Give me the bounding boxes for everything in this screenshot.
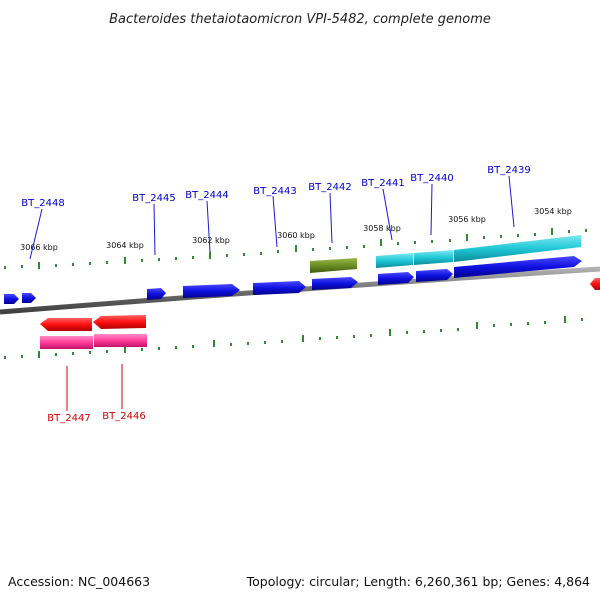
gene-label-bt2440[interactable]: BT_2440: [410, 173, 453, 184]
gene-feature-bt2445[interactable]: [147, 288, 166, 300]
forward-leader-lines: [29, 175, 515, 260]
forward-tick-ring: [4, 228, 587, 269]
reverse-tick-ring: [4, 316, 583, 359]
gene-label-bt2446[interactable]: BT_2446: [102, 411, 145, 422]
accession-text: Accession: NC_004663: [8, 574, 151, 589]
forward-rna-features: [310, 235, 581, 273]
gene-feature-bt2446-rna[interactable]: [94, 334, 147, 347]
genome-summary-text: Topology: circular; Length: 6,260,361 bp…: [246, 574, 590, 589]
gene-label-bt2448[interactable]: BT_2448: [21, 198, 64, 209]
reverse-cds-features: [40, 315, 146, 331]
reverse-leader-lines: [66, 364, 123, 411]
gene-label-bt2445[interactable]: BT_2445: [132, 193, 175, 204]
reverse-gene-labels: BT_2447 BT_2446: [47, 411, 145, 424]
gene-feature-bt2441[interactable]: [378, 272, 414, 285]
kbp-label-3060: 3060 kbp: [277, 231, 315, 240]
gene-label-bt2447[interactable]: BT_2447: [47, 413, 90, 424]
gene-feature-bt2440-rna[interactable]: [414, 250, 453, 265]
gene-feature-bt2442-rna[interactable]: [310, 258, 357, 273]
gene-label-bt2443[interactable]: BT_2443: [253, 186, 296, 197]
gene-feature-bt2447-rna[interactable]: [40, 336, 93, 349]
kbp-labels: 3066 kbp 3064 kbp 3062 kbp 3060 kbp 3058…: [20, 207, 572, 252]
gene-feature-bt2441-rna[interactable]: [376, 253, 413, 268]
gene-feature-bt2444[interactable]: [183, 284, 240, 298]
gene-feature-bt2439[interactable]: [454, 256, 582, 278]
kbp-label-3062: 3062 kbp: [192, 236, 230, 245]
forward-gene-labels: BT_2448 BT_2445 BT_2444 BT_2443 BT_2442 …: [21, 165, 530, 209]
kbp-label-3056: 3056 kbp: [448, 215, 486, 224]
gene-label-bt2442[interactable]: BT_2442: [308, 182, 351, 193]
gene-feature-forward-cds[interactable]: [4, 294, 19, 304]
gene-label-bt2441[interactable]: BT_2441: [361, 178, 404, 189]
gene-feature-bt2442[interactable]: [312, 277, 358, 290]
kbp-label-3054: 3054 kbp: [534, 207, 572, 216]
gene-feature-bt2439-rna[interactable]: [454, 235, 581, 262]
gene-feature-bt2440[interactable]: [416, 269, 453, 282]
gene-feature-bt2447[interactable]: [40, 318, 92, 331]
kbp-label-3058: 3058 kbp: [363, 224, 401, 233]
gene-feature-bt2443[interactable]: [253, 281, 306, 295]
forward-cds-features: [4, 256, 582, 304]
map-title: Bacteroides thetaiotaomicron VPI-5482, c…: [109, 12, 491, 27]
gene-label-bt2444[interactable]: BT_2444: [185, 190, 228, 201]
kbp-label-3064: 3064 kbp: [106, 241, 144, 250]
gene-feature-reverse-cds[interactable]: [590, 278, 600, 290]
kbp-label-3066: 3066 kbp: [20, 243, 58, 252]
gene-feature-forward-cds[interactable]: [22, 293, 36, 303]
gene-label-bt2439[interactable]: BT_2439: [487, 165, 530, 176]
gene-feature-bt2446[interactable]: [93, 315, 146, 329]
reverse-rna-features: [40, 334, 147, 349]
